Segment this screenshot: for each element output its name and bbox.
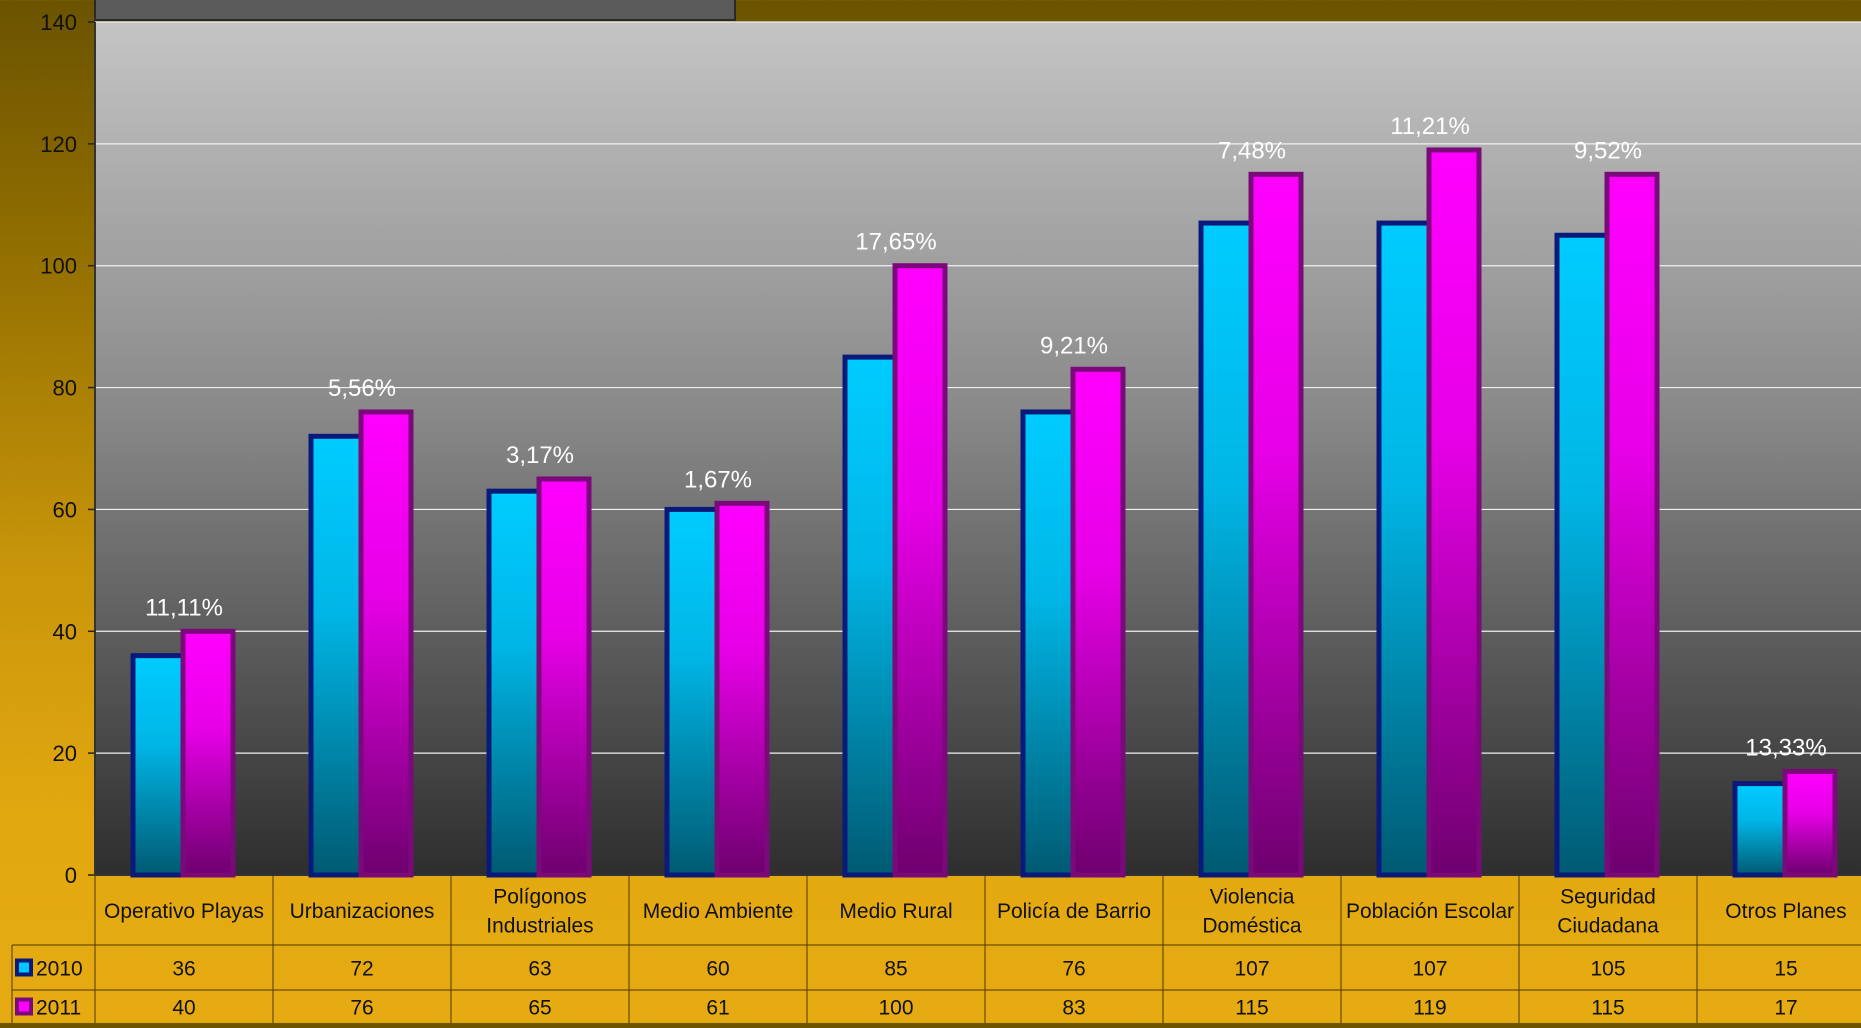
bar-2010 — [1020, 409, 1076, 878]
bar-2010 — [1554, 232, 1610, 878]
legend-label: 2011 — [36, 997, 81, 1020]
table-cell: 60 — [706, 958, 729, 981]
percent-label: 11,21% — [1390, 113, 1470, 140]
bar-2011 — [180, 628, 236, 878]
table-cell: 63 — [528, 958, 551, 981]
table-cell: 115 — [1235, 997, 1268, 1020]
bar-2011 — [892, 263, 948, 878]
percent-label: 9,21% — [1040, 332, 1108, 359]
table-cell: 40 — [172, 997, 195, 1020]
table-cell: 107 — [1412, 958, 1447, 981]
legend-label: 2010 — [36, 958, 83, 981]
bar-2011 — [358, 409, 414, 878]
legend-key-2011 — [15, 997, 33, 1016]
bar-2010 — [486, 488, 542, 878]
bar-2010 — [664, 506, 720, 878]
y-tick-label: 20 — [53, 741, 77, 766]
bar-2011 — [1604, 171, 1660, 878]
table-cell: 105 — [1590, 958, 1625, 981]
y-tick-label: 120 — [40, 132, 77, 157]
table-cell: 72 — [350, 958, 373, 981]
bar-2010 — [842, 354, 898, 878]
bar-2010 — [1732, 781, 1788, 878]
category-label: Policía de Barrio — [997, 900, 1151, 923]
percent-label: 17,65% — [855, 229, 936, 256]
bar-2010 — [130, 653, 186, 878]
bar-2011 — [1426, 147, 1482, 878]
table-cell: 115 — [1591, 997, 1624, 1020]
bar-2011 — [1070, 366, 1126, 878]
bar-2010 — [1376, 220, 1432, 878]
table-cell: 65 — [528, 997, 551, 1020]
table-cell: 36 — [172, 958, 195, 981]
category-label: Urbanizaciones — [290, 900, 435, 923]
table-cell: 15 — [1774, 958, 1797, 981]
y-tick-label: 0 — [65, 863, 77, 888]
category-label: Operativo Playas — [104, 900, 264, 923]
category-label: Seguridad Ciudadana — [1557, 886, 1659, 938]
y-tick-label: 100 — [40, 254, 77, 279]
percent-label: 11,11% — [145, 594, 223, 621]
table-cell: 61 — [706, 997, 729, 1020]
percent-label: 5,56% — [328, 375, 396, 402]
table-cell: 83 — [1062, 997, 1085, 1020]
legend-key-2010 — [15, 958, 33, 977]
title-box — [94, 0, 736, 21]
table-cell: 100 — [878, 997, 913, 1020]
table-cell: 76 — [1062, 958, 1085, 981]
bar-2011 — [1248, 171, 1304, 878]
y-tick-label: 140 — [40, 10, 77, 35]
bar-2011 — [1782, 768, 1838, 878]
table-cell: 85 — [884, 958, 907, 981]
category-label: Violencia Doméstica — [1202, 886, 1302, 938]
category-label: Medio Ambiente — [643, 900, 794, 923]
table-cell: 17 — [1774, 997, 1797, 1020]
bar-2011 — [714, 500, 770, 878]
category-label: Medio Rural — [839, 900, 952, 923]
table-cell: 76 — [350, 997, 373, 1020]
bar-2010 — [1198, 220, 1254, 878]
percent-label: 1,67% — [684, 466, 752, 493]
bar-2010 — [308, 433, 364, 878]
category-label: Polígonos Industriales — [486, 886, 593, 938]
category-label: Población Escolar — [1346, 900, 1514, 923]
table-cell: 119 — [1413, 997, 1446, 1020]
bar-2011 — [536, 476, 592, 878]
y-tick-label: 40 — [53, 619, 77, 644]
y-tick-label: 60 — [53, 497, 77, 522]
percent-label: 9,52% — [1574, 137, 1642, 164]
table-cell: 107 — [1234, 958, 1269, 981]
percent-label: 7,48% — [1218, 137, 1286, 164]
percent-label: 13,33% — [1745, 734, 1826, 761]
percent-label: 3,17% — [506, 442, 574, 469]
category-label: Otros Planes — [1725, 900, 1846, 923]
y-tick-label: 80 — [53, 376, 77, 401]
